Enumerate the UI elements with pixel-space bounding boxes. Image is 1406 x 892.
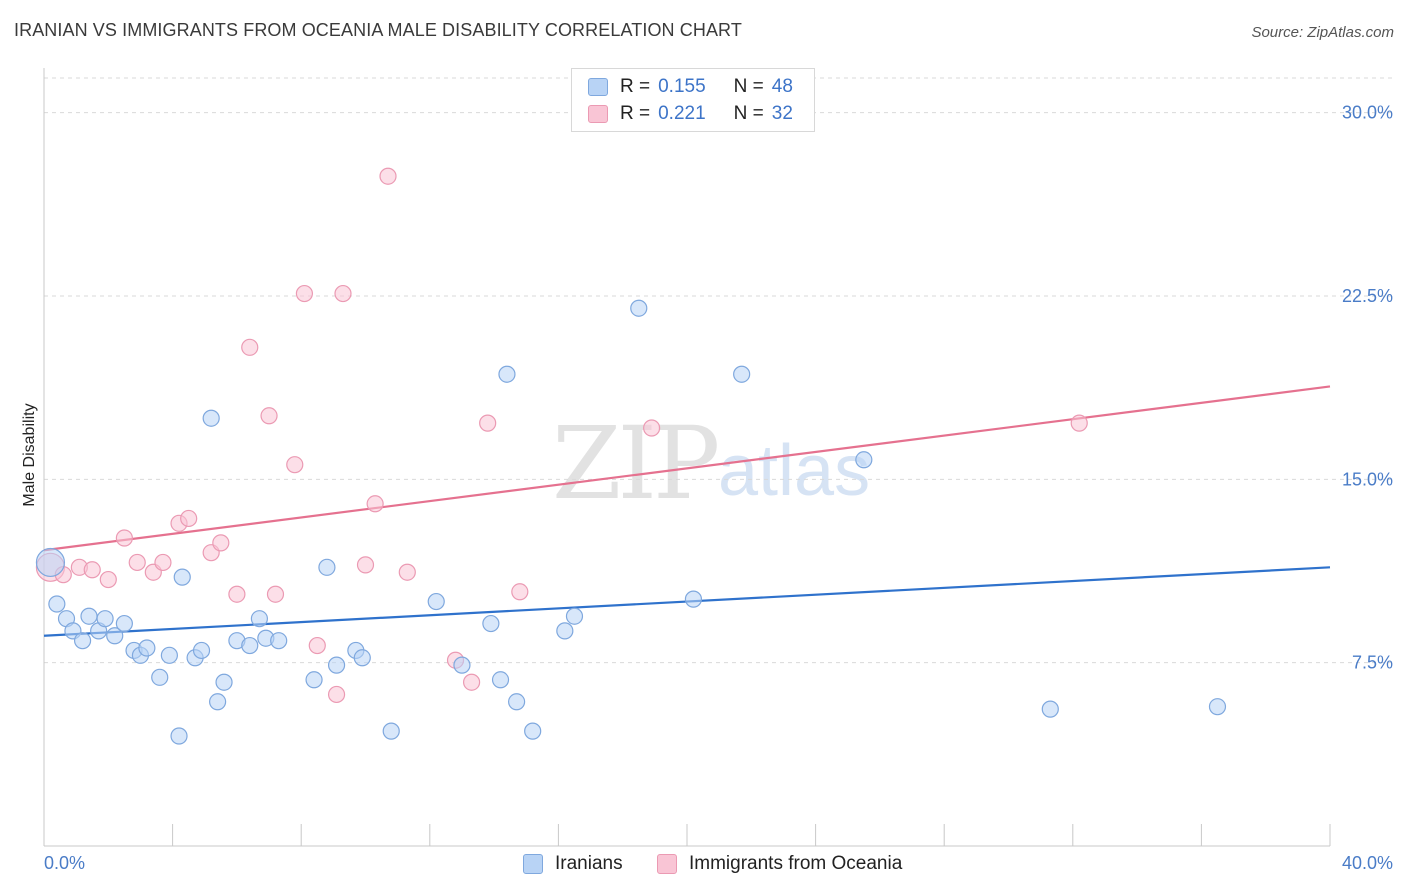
legend-r-label: R = [620,76,651,97]
oceania-point [83,561,101,579]
iranians-point [855,451,873,469]
iranians-point [318,558,336,576]
legend-n-label: N = [733,76,764,97]
legend-r-value: 0.155 [658,76,706,97]
iranians-point [192,641,211,660]
oceania-point [643,419,661,437]
iranians-point [48,595,66,613]
legend-item-iranians: Iranians [523,852,623,876]
oceania-point [308,636,326,655]
iranians-point [209,693,227,711]
iranians-point [427,592,445,611]
iranians-point [250,610,269,628]
y-tick-label: 30.0% [1342,103,1393,123]
iranians-point [491,671,510,689]
oceania-point [241,338,259,356]
iranians-point [508,693,526,711]
correlation-legend: R = 0.155 N = 48 R = 0.221 N = 32 [571,68,815,132]
oceania-point [295,284,314,303]
iranians-point [305,671,323,689]
iranians-point [115,614,133,633]
oceania-point [154,553,172,572]
oceania-point [398,563,416,581]
legend-row-iranians: R = 0.155 N = 48 [588,75,793,99]
oceania-point [99,570,117,589]
iranians-point [241,636,259,655]
legend-n-value: 32 [771,103,793,124]
legend-swatch-blue [588,78,608,96]
legend-r-value: 0.221 [658,103,706,124]
chart-title: IRANIAN VS IMMIGRANTS FROM OCEANIA MALE … [14,20,742,40]
x-tick-label-max: 40.0% [1342,853,1393,873]
legend-label-iranians: Iranians [555,853,623,874]
legend-label-oceania: Immigrants from Oceania [689,853,903,874]
oceania-point [1070,414,1088,432]
iranians-point [498,365,516,383]
iranians-point [138,639,156,657]
iranians-point [524,722,542,740]
oceania-point [260,407,278,425]
iranians-point [202,409,220,427]
oceania-point [462,673,481,691]
iranians-point [96,610,114,628]
legend-n-value: 48 [771,76,793,97]
legend-row-oceania: R = 0.221 N = 32 [588,102,793,126]
legend-swatch-pink [657,854,677,874]
oceania-point [356,556,375,574]
legend-swatch-pink [588,105,608,123]
iranians-point [382,722,400,740]
iranians-point [453,656,471,674]
oceania-point [115,529,133,547]
iranians-point [35,547,66,578]
oceania-point [479,414,497,432]
watermark-atlas: atlas [718,431,871,511]
iranians-point [556,622,574,640]
axes [43,68,1331,847]
iranians-point [684,590,703,608]
legend-r-label: R = [620,103,651,124]
oceania-point [511,583,529,601]
y-axis-label: Male Disability [21,403,38,507]
y-tick-label: 15.0% [1342,469,1393,489]
oceania-point [128,553,146,572]
oceania-point [228,585,246,603]
legend-n-label: N = [733,103,764,124]
oceania-point [212,534,230,552]
oceania-trend-line [43,385,1331,552]
oceania-point [334,284,352,303]
oceania-point [180,509,198,528]
iranians-point [73,632,92,650]
y-tick-label: 22.5% [1342,286,1393,306]
data-points [35,167,1227,745]
iranians-point [327,656,346,674]
tick-labels: 7.5% 15.0% 22.5% 30.0% 0.0% 40.0% [44,103,1393,873]
oceania-point [366,495,384,513]
iranians-point [733,365,751,383]
oceania-point [327,685,346,704]
iranians-point [1208,698,1227,716]
source-credit: Source: ZipAtlas.com [1251,24,1394,41]
legend-item-oceania: Immigrants from Oceania [657,852,902,876]
iranians-point [151,668,169,686]
iranians-point [106,627,124,645]
iranians-point [565,607,584,625]
y-tick-label: 7.5% [1352,653,1393,673]
iranians-point [353,649,371,667]
x-tick-label-min: 0.0% [44,853,85,873]
iranians-point [1041,700,1059,718]
iranians-point [80,607,98,625]
iranians-point [173,568,191,586]
oceania-point [379,167,397,185]
oceania-point [266,585,285,603]
iranians-point [170,727,188,745]
iranians-point [482,614,500,633]
iranians-point [160,646,178,664]
iranians-point [270,632,288,650]
iranians-point [215,673,233,691]
legend-swatch-blue [523,854,543,874]
iranians-point [630,299,648,317]
oceania-point [286,456,304,474]
watermark-zip: ZIP [552,405,720,522]
